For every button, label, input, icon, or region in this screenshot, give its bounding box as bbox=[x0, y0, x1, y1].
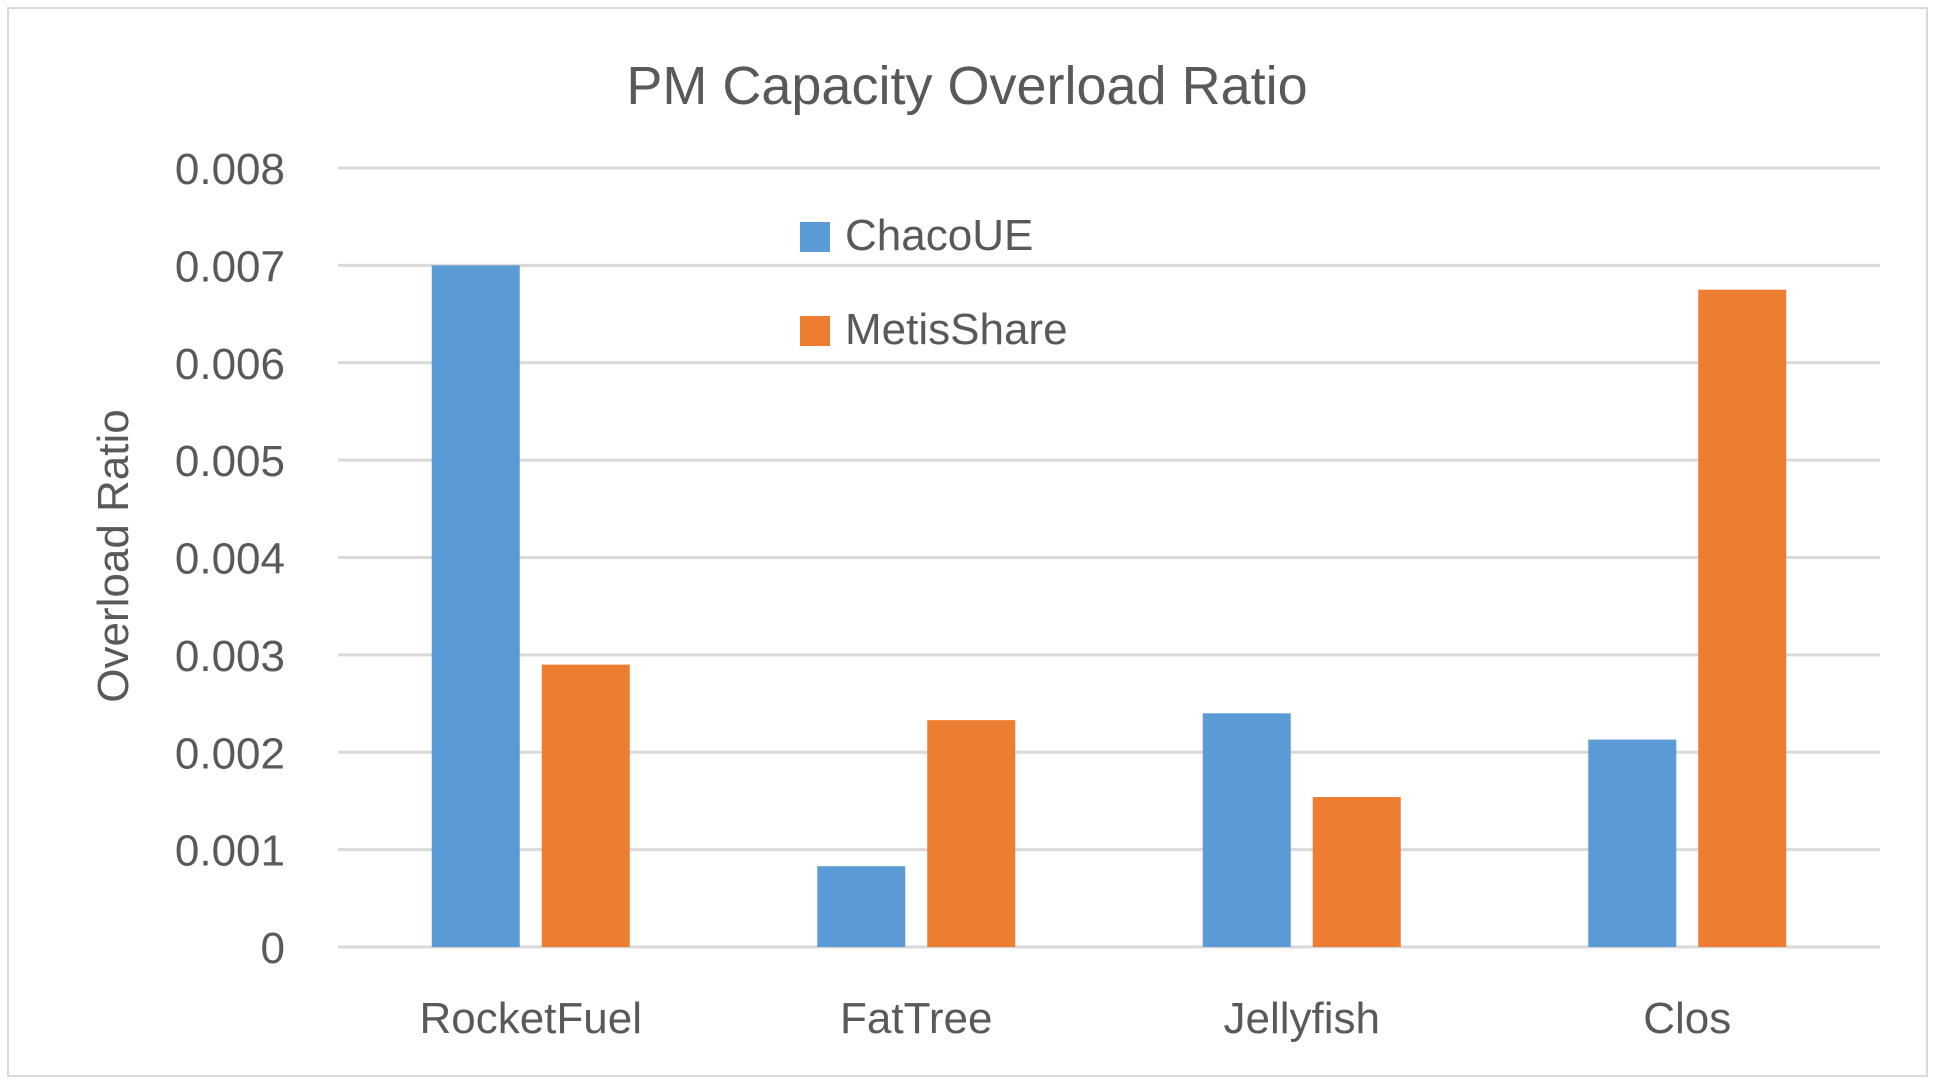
y-tick-label: 0.003 bbox=[175, 632, 285, 681]
y-tick-labels: 0 0.001 0.002 0.003 0.004 0.005 0.006 0.007 0.00… bbox=[175, 145, 285, 973]
x-tick-label: RocketFuel bbox=[419, 994, 642, 1043]
y-tick-label: 0.008 bbox=[175, 145, 285, 194]
legend-swatch bbox=[800, 316, 830, 346]
bar-ChacoUE-Jellyfish bbox=[1202, 713, 1291, 947]
bar-ChacoUE-FatTree bbox=[817, 866, 906, 947]
bar-ChacoUE-Clos bbox=[1588, 739, 1677, 947]
bars bbox=[431, 265, 1787, 947]
bar-MetisShare-RocketFuel bbox=[541, 664, 630, 947]
legend-swatch bbox=[800, 222, 830, 252]
x-tick-label: Jellyfish bbox=[1224, 994, 1381, 1043]
bar-MetisShare-Clos bbox=[1698, 289, 1787, 947]
y-tick-label: 0 bbox=[261, 924, 285, 973]
legend-label: MetisShare bbox=[845, 305, 1068, 354]
y-tick-label: 0.006 bbox=[175, 340, 285, 389]
y-axis-label: Overload Ratio bbox=[89, 409, 138, 702]
chart-title: PM Capacity Overload Ratio bbox=[626, 56, 1307, 116]
x-tick-label: FatTree bbox=[840, 994, 992, 1043]
y-tick-label: 0.005 bbox=[175, 437, 285, 486]
bar-MetisShare-Jellyfish bbox=[1312, 797, 1401, 947]
y-tick-label: 0.002 bbox=[175, 729, 285, 778]
y-tick-label: 0.001 bbox=[175, 827, 285, 876]
legend-label: ChacoUE bbox=[845, 211, 1033, 260]
bar-ChacoUE-RocketFuel bbox=[431, 265, 520, 947]
bar-MetisShare-FatTree bbox=[927, 720, 1016, 947]
x-tick-label: Clos bbox=[1643, 994, 1731, 1043]
legend: ChacoUE MetisShare bbox=[800, 211, 1068, 354]
x-tick-labels: RocketFuel FatTree Jellyfish Clos bbox=[419, 994, 1731, 1043]
y-tick-label: 0.004 bbox=[175, 535, 285, 584]
y-tick-label: 0.007 bbox=[175, 242, 285, 291]
